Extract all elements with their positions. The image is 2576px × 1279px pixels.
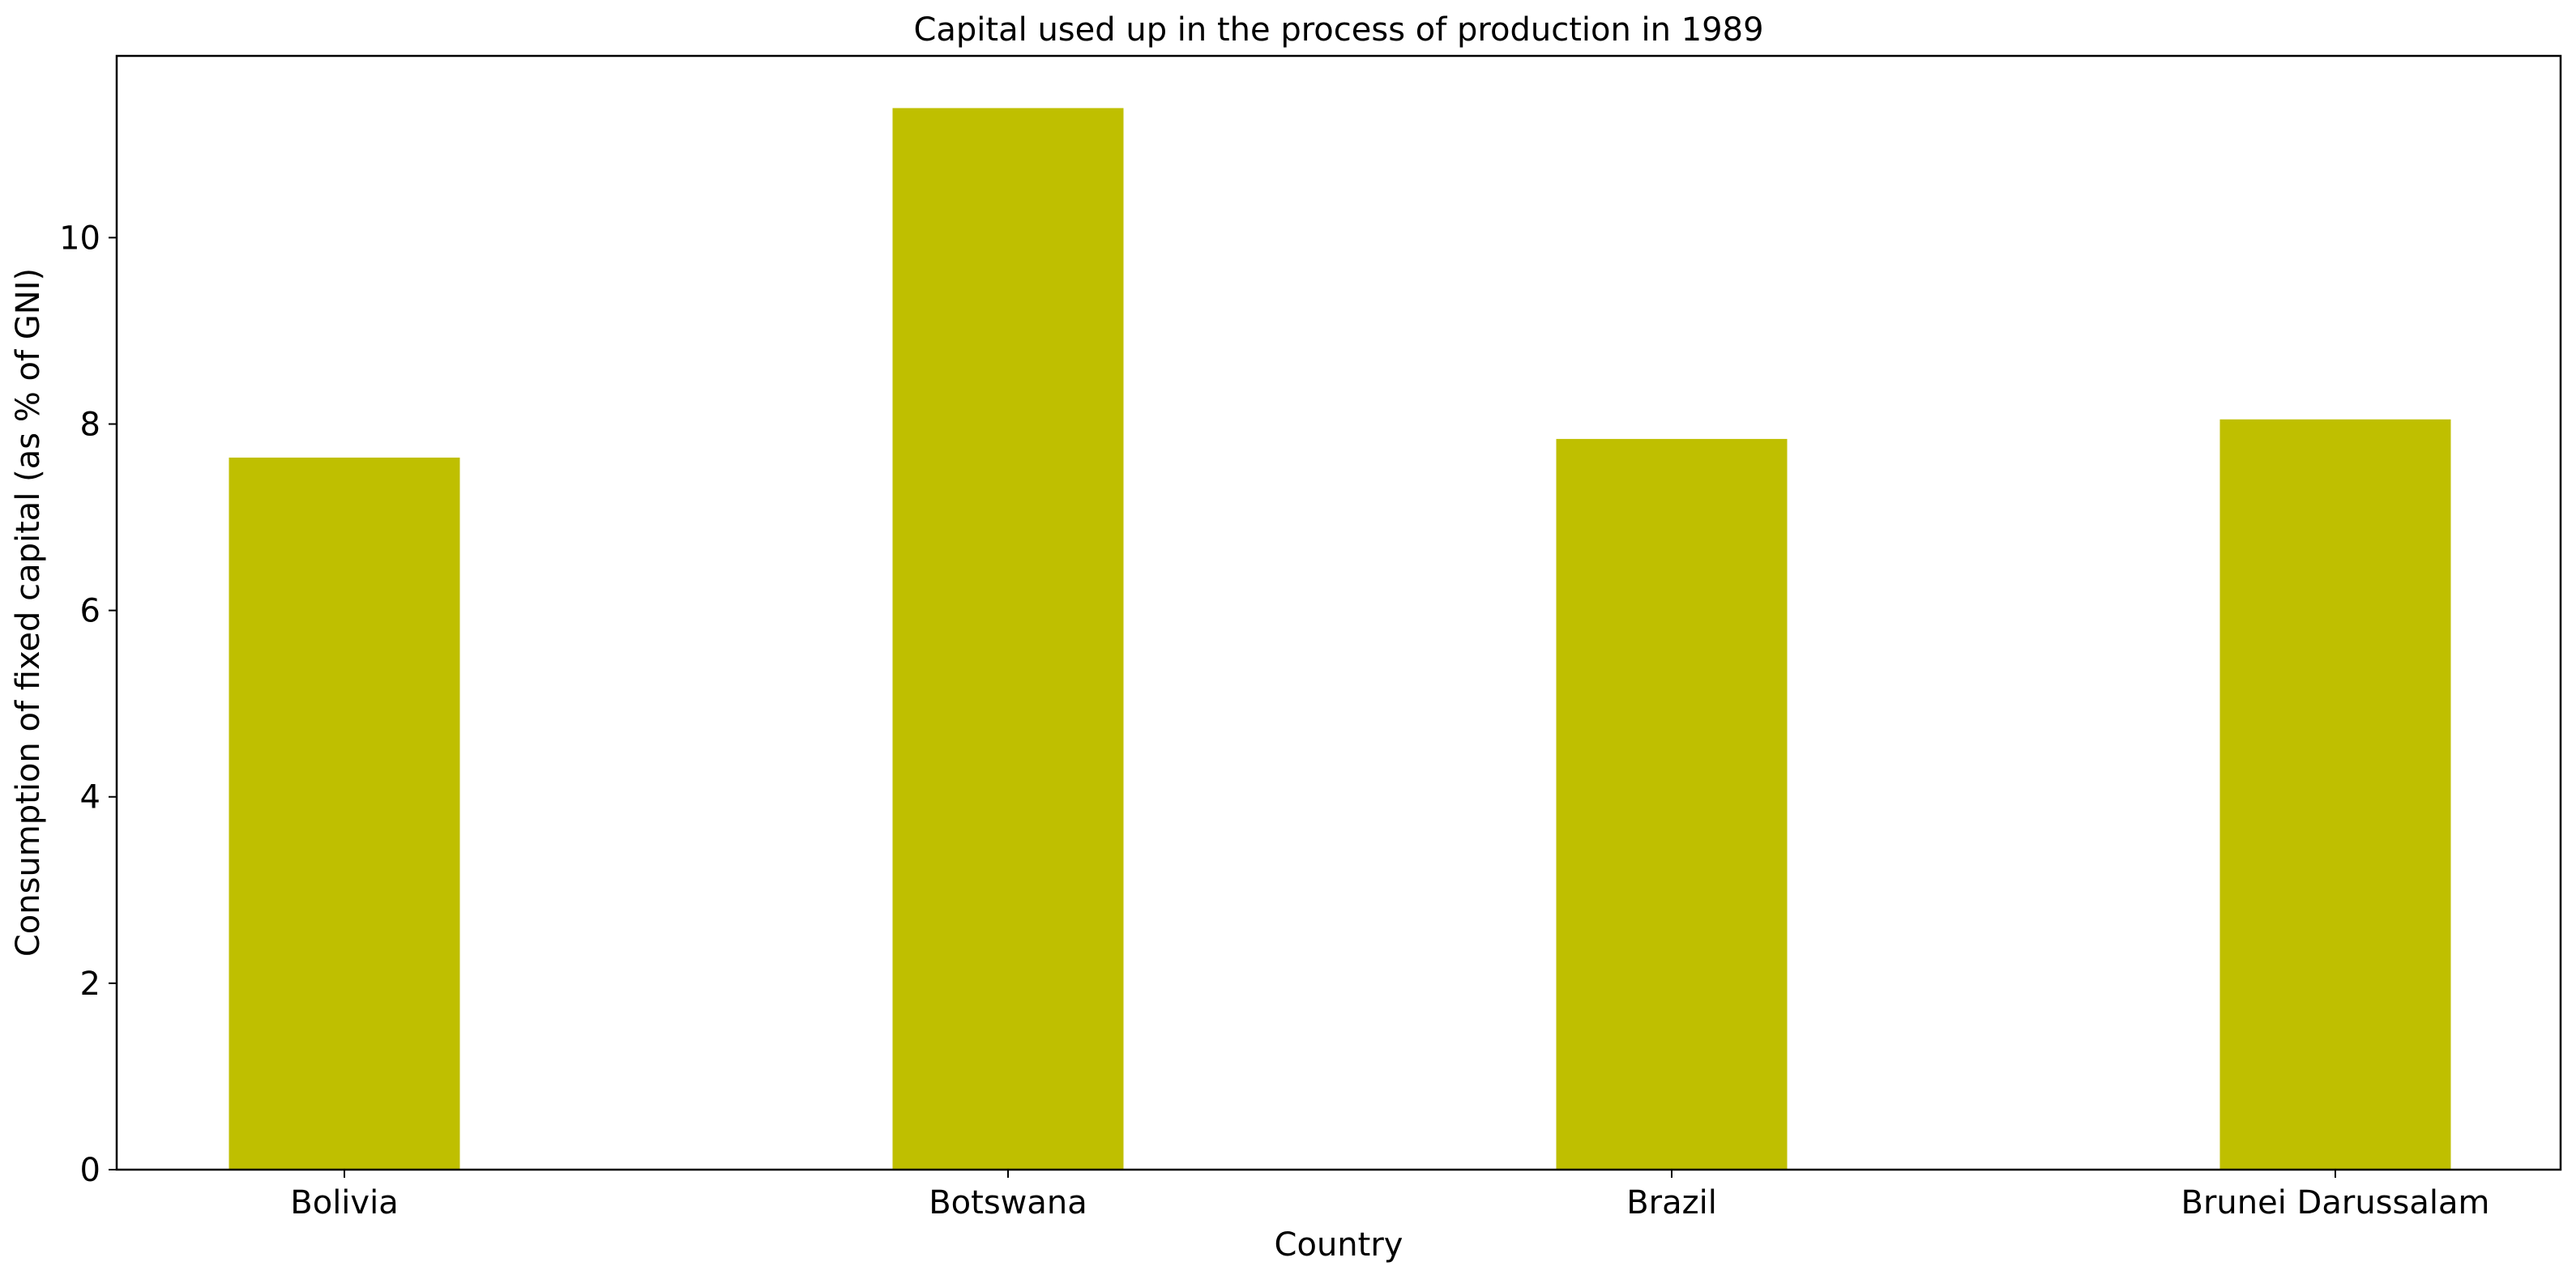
y-tick-label: 10 [59, 220, 100, 257]
x-axis-label: Country [1275, 1226, 1403, 1264]
y-axis-label: Consumption of fixed capital (as % of GN… [10, 268, 47, 957]
bar-brunei-darussalam [2220, 420, 2451, 1170]
chart-title: Capital used up in the process of produc… [913, 11, 1763, 49]
bar-brazil [1557, 439, 1788, 1170]
y-tick-label: 8 [80, 406, 100, 443]
y-tick-label: 2 [80, 966, 100, 1003]
bar-bolivia [229, 458, 460, 1170]
bar-botswana [893, 108, 1124, 1170]
x-tick-label: Brunei Darussalam [2181, 1184, 2490, 1221]
y-tick-label: 4 [80, 779, 100, 816]
y-tick-label: 6 [80, 593, 100, 630]
y-tick-label: 0 [80, 1152, 100, 1189]
x-tick-label: Botswana [929, 1184, 1087, 1221]
x-tick-label: Bolivia [290, 1184, 398, 1221]
x-tick-label: Brazil [1626, 1184, 1717, 1221]
